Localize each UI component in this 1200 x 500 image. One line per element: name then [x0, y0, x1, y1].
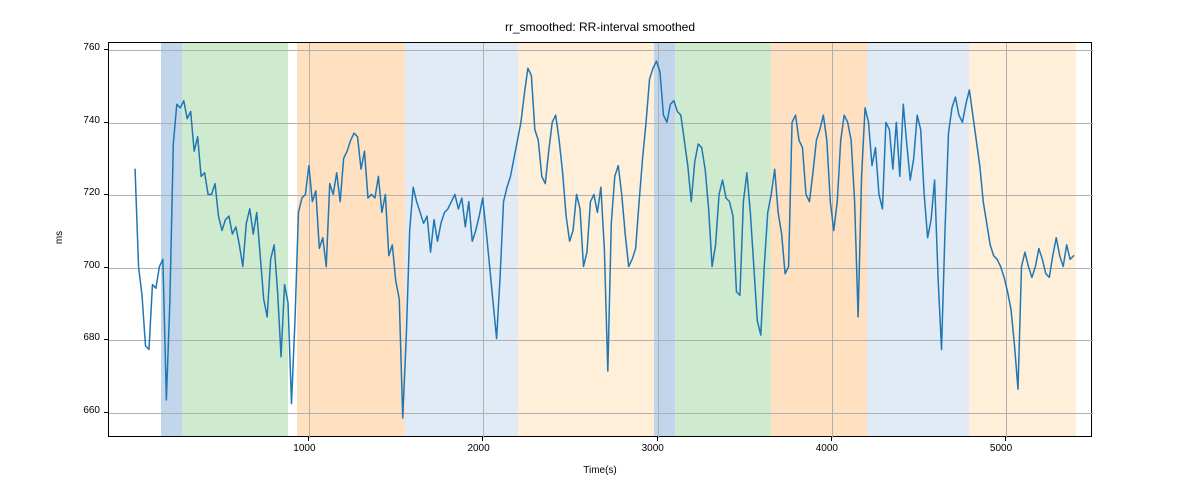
x-tick-label: 5000	[990, 443, 1012, 454]
y-tick-mark	[104, 194, 108, 195]
x-tick-label: 4000	[816, 443, 838, 454]
x-tick-label: 3000	[642, 443, 664, 454]
plot-area	[108, 42, 1092, 437]
y-tick-mark	[104, 412, 108, 413]
x-tick-label: 1000	[293, 443, 315, 454]
y-tick-label: 680	[83, 332, 100, 343]
x-tick-mark	[657, 437, 658, 441]
y-tick-mark	[104, 339, 108, 340]
x-tick-mark	[308, 437, 309, 441]
y-tick-label: 720	[83, 187, 100, 198]
rr-line	[135, 61, 1074, 418]
rr-smoothed-chart: rr_smoothed: RR-interval smoothed ms Tim…	[0, 0, 1200, 500]
x-tick-mark	[1005, 437, 1006, 441]
chart-title: rr_smoothed: RR-interval smoothed	[108, 20, 1092, 34]
y-tick-label: 660	[83, 405, 100, 416]
data-line	[109, 43, 1091, 436]
x-tick-mark	[482, 437, 483, 441]
y-tick-label: 740	[83, 115, 100, 126]
y-tick-mark	[104, 267, 108, 268]
y-tick-label: 700	[83, 260, 100, 271]
y-axis-label: ms	[54, 230, 65, 243]
y-tick-label: 760	[83, 42, 100, 53]
y-tick-mark	[104, 49, 108, 50]
y-tick-mark	[104, 122, 108, 123]
x-tick-label: 2000	[467, 443, 489, 454]
x-axis-label: Time(s)	[108, 465, 1092, 476]
x-tick-mark	[831, 437, 832, 441]
